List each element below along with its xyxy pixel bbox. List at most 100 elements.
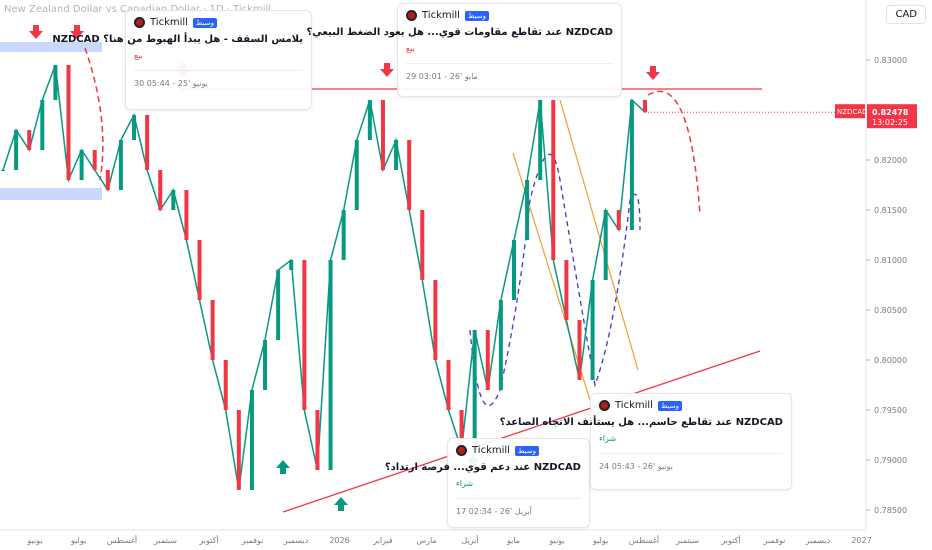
- y-tick-label: 0.79500: [874, 406, 907, 415]
- candle: [14, 130, 19, 170]
- x-tick-label: مايو: [506, 536, 520, 545]
- support-zone: [0, 188, 102, 200]
- author-logo: [456, 445, 467, 456]
- symbol-title: New Zealand Dollar vs Canadian Dollar · …: [4, 4, 271, 15]
- y-tick-label: 0.78500: [874, 506, 907, 515]
- x-tick-label: يوليو: [592, 536, 608, 545]
- author[interactable]: Tickmill: [615, 400, 653, 411]
- candle: [236, 410, 241, 490]
- channel-line: [559, 99, 639, 371]
- x-tick-label: مارس: [416, 536, 436, 545]
- x-tick-label: أغسطس: [629, 535, 659, 545]
- candle: [145, 115, 150, 170]
- price-tag: [867, 104, 917, 129]
- idea-card[interactable]: Tickmill وسيط NZDCAD عند تقاطع مقاومات قوي…: [306, 3, 622, 97]
- x-tick-label: يوليو: [70, 536, 86, 545]
- idea-card[interactable]: Tickmill وسيط يلامس السقف - هل يبدأ الهبوط…: [52, 10, 312, 110]
- x-tick-label: 2026: [329, 536, 349, 545]
- x-tick-label: أبريل: [461, 535, 478, 545]
- y-tick-label: 0.83000: [874, 56, 907, 65]
- candle: [184, 190, 189, 240]
- candle: [158, 170, 163, 210]
- y-tick-label: 0.81000: [874, 256, 907, 265]
- x-tick-label: يونيو: [26, 536, 42, 545]
- candle: [197, 240, 202, 300]
- candle: [1, 170, 5, 171]
- candle: [420, 210, 425, 280]
- idea-date: يونيو '26 - 05:43 24: [599, 453, 783, 471]
- idea-card[interactable]: Tickmill وسيط NZDCAD عند تقاطع حاسم... هل …: [499, 393, 792, 490]
- x-tick-label: أكتوبر: [198, 535, 218, 545]
- y-tick-label: 0.80500: [874, 306, 907, 315]
- badge: وسيط: [464, 10, 489, 21]
- resistance-zone: [0, 42, 102, 52]
- x-tick-label: أغسطس: [107, 535, 137, 545]
- y-tick-label: 0.82000: [874, 156, 907, 165]
- candle: [66, 65, 71, 180]
- candle: [485, 330, 490, 390]
- x-tick-label: 2027: [851, 536, 871, 545]
- author[interactable]: Tickmill: [422, 10, 460, 21]
- y-tick-label: 0.81500: [874, 206, 907, 215]
- candle: [354, 140, 359, 210]
- candle: [472, 330, 477, 450]
- idea-title[interactable]: NZDCAD عند تقاطع مقاومات قوي... هل يعود …: [306, 27, 613, 38]
- idea-title[interactable]: NZDCAD عند تقاطع حاسم... هل يستأنف الاتج…: [499, 417, 783, 428]
- candle: [590, 280, 595, 380]
- x-tick-label: يونيو: [548, 536, 564, 545]
- symbol-label: NZDCAD: [837, 108, 868, 116]
- candle: [27, 130, 32, 150]
- candle: [210, 300, 215, 360]
- candle: [367, 100, 372, 140]
- candle: [249, 390, 254, 490]
- badge: وسيط: [657, 400, 682, 411]
- candle: [92, 150, 97, 170]
- x-tick-label: سبتمبر: [675, 536, 699, 545]
- currency-button[interactable]: CAD: [886, 5, 926, 24]
- idea-direction: بيع: [406, 44, 415, 53]
- x-tick-label: ديسمبر: [805, 536, 831, 545]
- candle: [53, 65, 58, 100]
- idea-header: Tickmill وسيط: [456, 445, 581, 456]
- price-line: [2, 64, 646, 491]
- candle: [302, 260, 307, 410]
- candle: [171, 190, 176, 210]
- candle: [276, 270, 281, 340]
- idea-header: Tickmill وسيط: [599, 400, 783, 411]
- badge: وسيط: [192, 17, 217, 28]
- author-logo: [134, 17, 145, 28]
- author[interactable]: Tickmill: [150, 17, 188, 28]
- idea-direction: شراء: [599, 434, 617, 443]
- x-tick-label: نوفمبر: [241, 536, 264, 545]
- candle: [643, 100, 647, 113]
- candle: [223, 360, 228, 410]
- idea-title[interactable]: NZDCAD عند دعم قوي... فرصة ارتداد؟: [384, 462, 581, 473]
- projection: [84, 47, 104, 181]
- idea-card[interactable]: Tickmill وسيط NZDCAD عند دعم قوي... فرصة ا…: [384, 438, 590, 528]
- candle: [341, 210, 346, 260]
- idea-direction: شراء: [456, 479, 474, 488]
- candle: [525, 180, 530, 240]
- symbol-tag: [835, 104, 865, 119]
- badge: وسيط: [514, 445, 539, 456]
- projection: [647, 90, 701, 216]
- trend-line: [282, 350, 761, 513]
- idea-date: مايو '26 - 03:01 29: [406, 63, 613, 81]
- candle: [118, 140, 123, 190]
- candle: [380, 100, 385, 170]
- x-tick-label: أكتوبر: [720, 535, 740, 545]
- author[interactable]: Tickmill: [472, 445, 510, 456]
- y-tick-label: 0.80000: [874, 356, 907, 365]
- candle: [79, 150, 84, 180]
- candle: [289, 260, 294, 270]
- candle: [577, 320, 582, 380]
- candle: [538, 100, 543, 180]
- candle: [511, 240, 516, 300]
- candle: [603, 210, 608, 280]
- candle: [629, 100, 634, 230]
- candle: [551, 100, 556, 260]
- x-tick-label: ديسمبر: [283, 536, 309, 545]
- idea-title[interactable]: يلامس السقف - هل يبدأ الهبوط من هنا؟ NZD…: [52, 34, 303, 45]
